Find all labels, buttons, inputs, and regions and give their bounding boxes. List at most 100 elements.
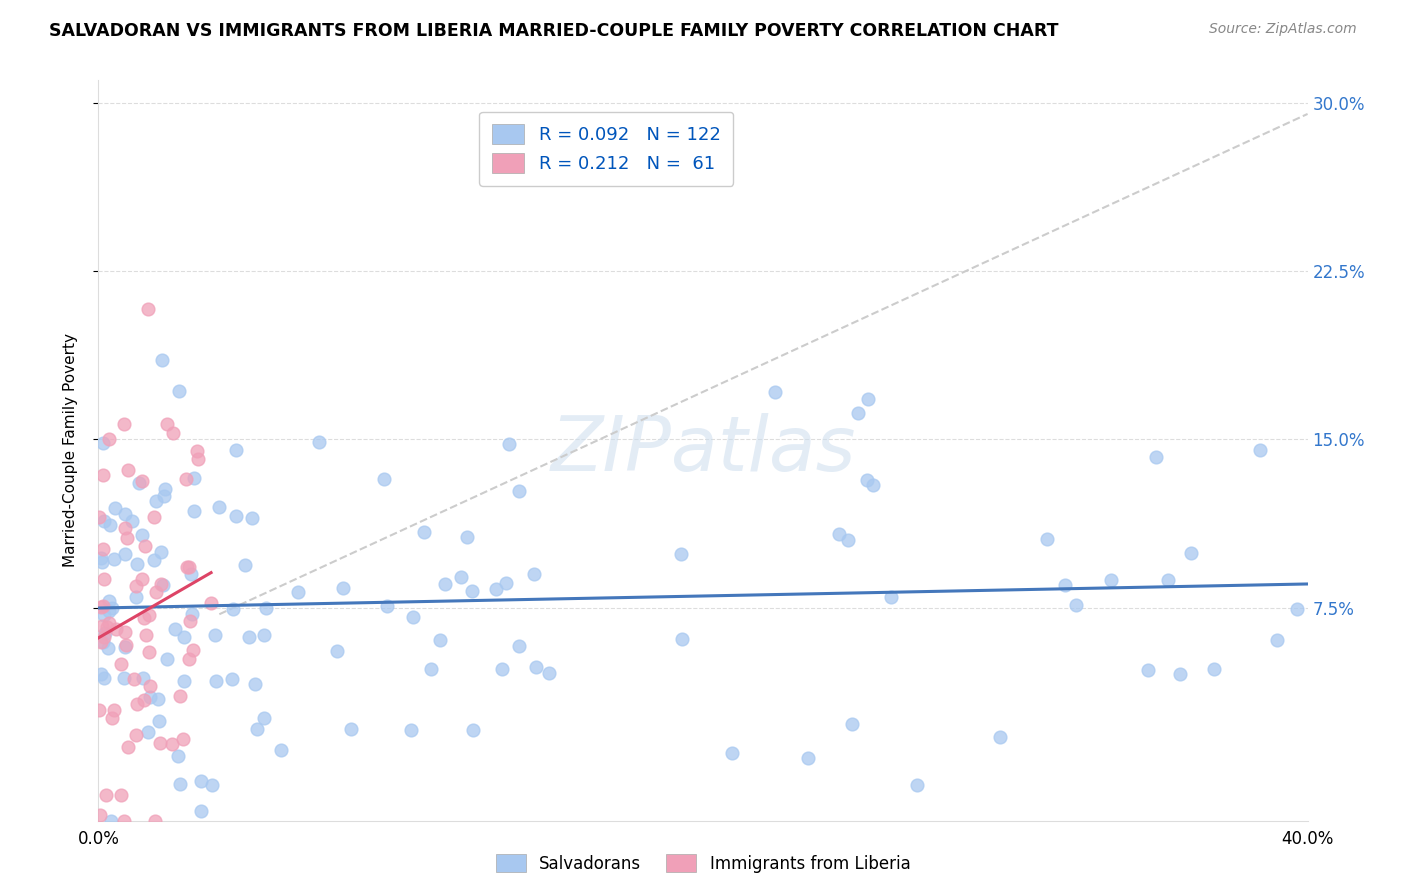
- Point: [93, 671, 115, 685]
- Point: [152, 578, 174, 592]
- Point: [270, 742, 292, 756]
- Point: [94, 788, 117, 802]
- Point: [114, 547, 136, 561]
- Point: [128, 475, 150, 490]
- Point: [1157, 573, 1180, 587]
- Point: [139, 679, 162, 693]
- Point: [225, 509, 247, 524]
- Point: [180, 567, 202, 582]
- Point: [177, 560, 200, 574]
- Point: [98, 604, 121, 618]
- Point: [238, 631, 260, 645]
- Point: [460, 584, 482, 599]
- Point: [246, 722, 269, 736]
- Point: [538, 665, 561, 680]
- Point: [433, 577, 456, 591]
- Point: [245, 677, 267, 691]
- Point: [858, 392, 880, 406]
- Point: [253, 628, 276, 642]
- Point: [153, 489, 176, 503]
- Point: [132, 693, 155, 707]
- Point: [91, 468, 114, 483]
- Point: [1099, 573, 1122, 587]
- Point: [114, 508, 136, 522]
- Point: [167, 748, 190, 763]
- Text: Source: ZipAtlas.com: Source: ZipAtlas.com: [1209, 22, 1357, 37]
- Point: [169, 690, 191, 704]
- Point: [131, 474, 153, 488]
- Point: [90, 550, 112, 565]
- Point: [110, 657, 132, 672]
- Point: [1136, 663, 1159, 677]
- Point: [91, 634, 114, 648]
- Point: [167, 384, 190, 398]
- Point: [179, 614, 201, 628]
- Point: [89, 703, 111, 717]
- Legend: R = 0.092   N = 122, R = 0.212   N =  61: R = 0.092 N = 122, R = 0.212 N = 61: [479, 112, 734, 186]
- Point: [121, 514, 143, 528]
- Point: [98, 517, 121, 532]
- Point: [221, 672, 243, 686]
- Point: [131, 527, 153, 541]
- Point: [96, 620, 118, 634]
- Point: [112, 814, 135, 828]
- Point: [880, 591, 903, 605]
- Point: [90, 667, 112, 681]
- Point: [174, 471, 197, 485]
- Point: [91, 619, 114, 633]
- Y-axis label: Married-Couple Family Poverty: Married-Couple Family Poverty: [63, 334, 77, 567]
- Point: [463, 723, 485, 737]
- Point: [235, 558, 257, 572]
- Point: [93, 572, 115, 586]
- Point: [90, 634, 112, 648]
- Point: [375, 599, 398, 613]
- Point: [200, 596, 222, 610]
- Point: [93, 608, 115, 623]
- Point: [103, 552, 125, 566]
- Point: [98, 432, 121, 446]
- Point: [156, 652, 179, 666]
- Point: [100, 814, 122, 828]
- Point: [150, 353, 173, 368]
- Point: [1180, 546, 1202, 560]
- Point: [1249, 443, 1271, 458]
- Point: [495, 576, 517, 591]
- Point: [135, 628, 157, 642]
- Point: [205, 673, 228, 688]
- Point: [669, 547, 692, 561]
- Point: [256, 600, 278, 615]
- Point: [138, 690, 160, 705]
- Point: [87, 510, 110, 524]
- Point: [145, 493, 167, 508]
- Point: [114, 640, 136, 654]
- Point: [115, 638, 138, 652]
- Point: [177, 651, 200, 665]
- Point: [862, 477, 884, 491]
- Point: [339, 723, 361, 737]
- Point: [149, 577, 172, 591]
- Point: [186, 444, 208, 458]
- Point: [1066, 598, 1088, 612]
- Point: [101, 711, 124, 725]
- Point: [169, 777, 191, 791]
- Point: [93, 630, 115, 644]
- Point: [1053, 578, 1076, 592]
- Point: [837, 533, 859, 547]
- Point: [485, 582, 508, 597]
- Point: [162, 425, 184, 440]
- Point: [146, 692, 169, 706]
- Point: [112, 671, 135, 685]
- Point: [225, 443, 247, 458]
- Point: [132, 610, 155, 624]
- Point: [176, 560, 198, 574]
- Point: [988, 730, 1011, 744]
- Point: [104, 500, 127, 515]
- Point: [180, 607, 202, 622]
- Point: [114, 521, 136, 535]
- Point: [115, 532, 138, 546]
- Point: [308, 435, 330, 450]
- Point: [1285, 602, 1308, 616]
- Point: [91, 555, 114, 569]
- Point: [187, 452, 209, 467]
- Point: [112, 417, 135, 431]
